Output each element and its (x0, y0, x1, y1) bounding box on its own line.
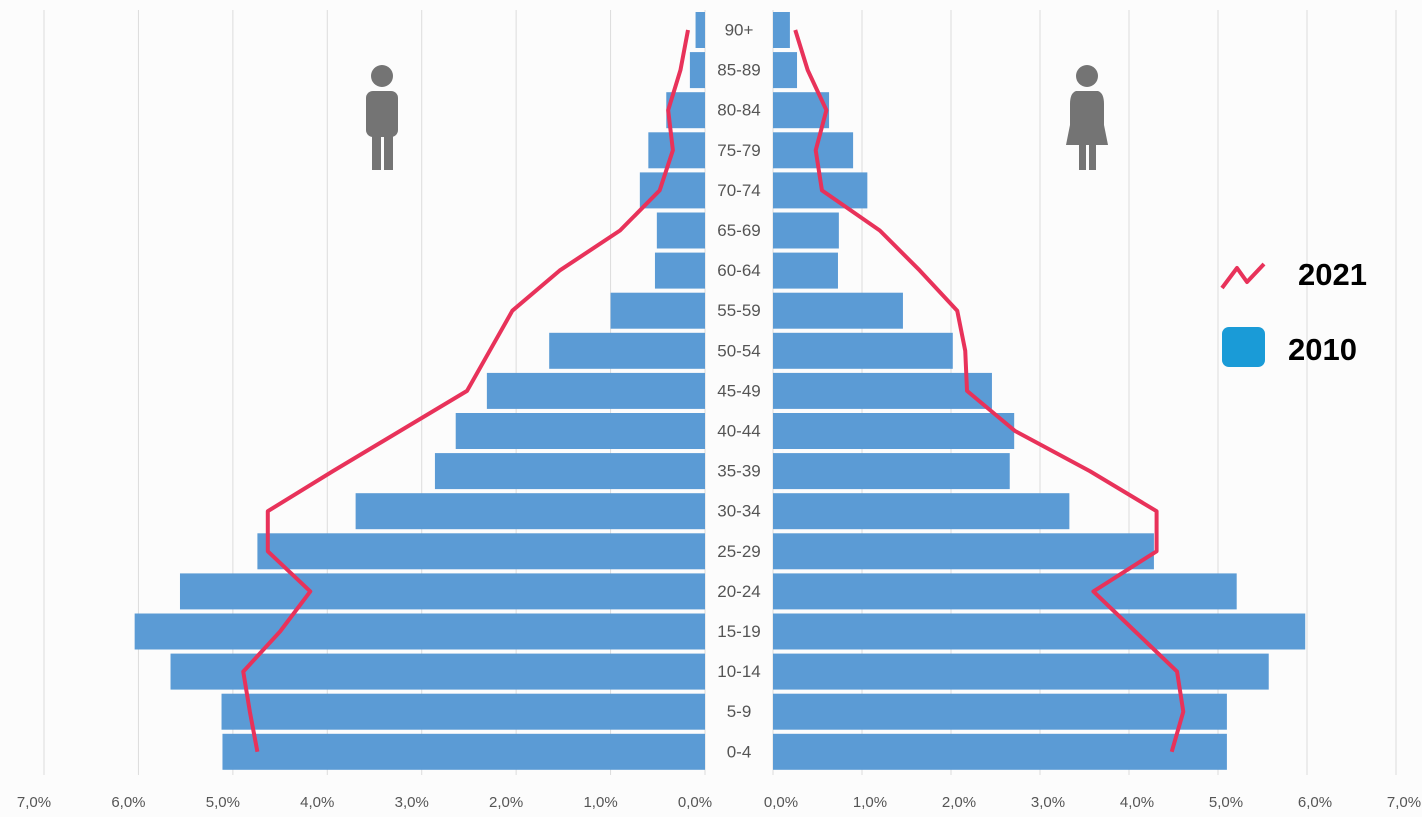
bar (455, 413, 705, 449)
category-label: 60-64 (717, 261, 760, 280)
category-label: 20-24 (717, 582, 760, 601)
category-label: 70-74 (717, 181, 760, 200)
legend: 2021 2010 (1220, 257, 1367, 367)
x-tick-label: 0,0% (764, 794, 798, 811)
bar (639, 172, 705, 209)
x-tick-label: 4,0% (300, 794, 334, 811)
line-2021 (793, 29, 1186, 753)
bar (610, 292, 705, 329)
bar (773, 653, 1269, 690)
bar (648, 132, 705, 169)
bar (179, 573, 705, 610)
x-tick-label: 4,0% (1120, 794, 1154, 811)
category-label: 25-29 (717, 542, 760, 561)
bar (773, 292, 903, 329)
bar (222, 733, 705, 770)
x-tick-label: 2,0% (489, 794, 523, 811)
legend-label: 2010 (1288, 332, 1357, 367)
bar (221, 693, 706, 730)
category-label: 90+ (725, 20, 754, 39)
bar (773, 12, 790, 48)
bar (773, 693, 1227, 730)
bars (134, 12, 1306, 770)
x-tick-label: 6,0% (1298, 794, 1332, 811)
bar (434, 453, 705, 490)
x-tick-label: 6,0% (111, 794, 145, 811)
bar (773, 493, 1070, 530)
bar (773, 413, 1015, 449)
x-tick-label: 2,0% (942, 794, 976, 811)
bar (773, 132, 854, 169)
bar (486, 372, 705, 409)
legend-line-icon (1220, 262, 1266, 290)
bar (773, 733, 1227, 770)
bar (773, 52, 798, 89)
x-tick-label: 5,0% (206, 794, 240, 811)
x-tick-label: 7,0% (1387, 794, 1421, 811)
bar (773, 613, 1306, 650)
x-tick-label: 1,0% (583, 794, 617, 811)
bar (773, 573, 1237, 610)
bar (773, 212, 839, 249)
category-label: 80-84 (717, 101, 760, 120)
bar (773, 533, 1154, 570)
category-label: 15-19 (717, 622, 760, 641)
category-label: 75-79 (717, 141, 760, 160)
x-tick-label: 5,0% (1209, 794, 1243, 811)
category-label: 10-14 (717, 662, 760, 681)
category-label: 35-39 (717, 462, 760, 481)
line-2021 (241, 29, 690, 753)
bar (773, 332, 953, 369)
bar (773, 453, 1010, 490)
category-label: 40-44 (717, 421, 760, 440)
category-label: 30-34 (717, 502, 760, 521)
bar (695, 12, 705, 48)
bar (773, 372, 992, 409)
category-label: 65-69 (717, 221, 760, 240)
x-tick-label: 7,0% (17, 794, 51, 811)
category-label: 55-59 (717, 301, 760, 320)
x-tick-label: 0,0% (678, 794, 712, 811)
bar (773, 252, 838, 289)
bar (134, 613, 705, 650)
category-label: 5-9 (727, 702, 752, 721)
bar (257, 533, 705, 570)
bar (170, 653, 705, 690)
legend-swatch (1222, 327, 1265, 367)
x-tick-label: 1,0% (853, 794, 887, 811)
male-icon (366, 65, 398, 170)
category-label: 50-54 (717, 341, 760, 360)
female-icon (1066, 65, 1108, 170)
bar (689, 52, 705, 89)
category-label: 0-4 (727, 742, 752, 761)
bar (355, 493, 705, 530)
lines (241, 29, 1186, 753)
x-tick-label: 3,0% (1031, 794, 1065, 811)
labels: 0,0% 1,0% 2,0% 3,0% 4,0% 5,0% 6,0% 7,0% 0,0% 1,0%… (17, 20, 1421, 810)
category-label: 85-89 (717, 61, 760, 80)
bar (549, 332, 705, 369)
category-label: 45-49 (717, 381, 760, 400)
legend-label: 2021 (1298, 257, 1367, 292)
bar (654, 252, 705, 289)
bar (656, 212, 705, 249)
x-tick-label: 3,0% (395, 794, 429, 811)
